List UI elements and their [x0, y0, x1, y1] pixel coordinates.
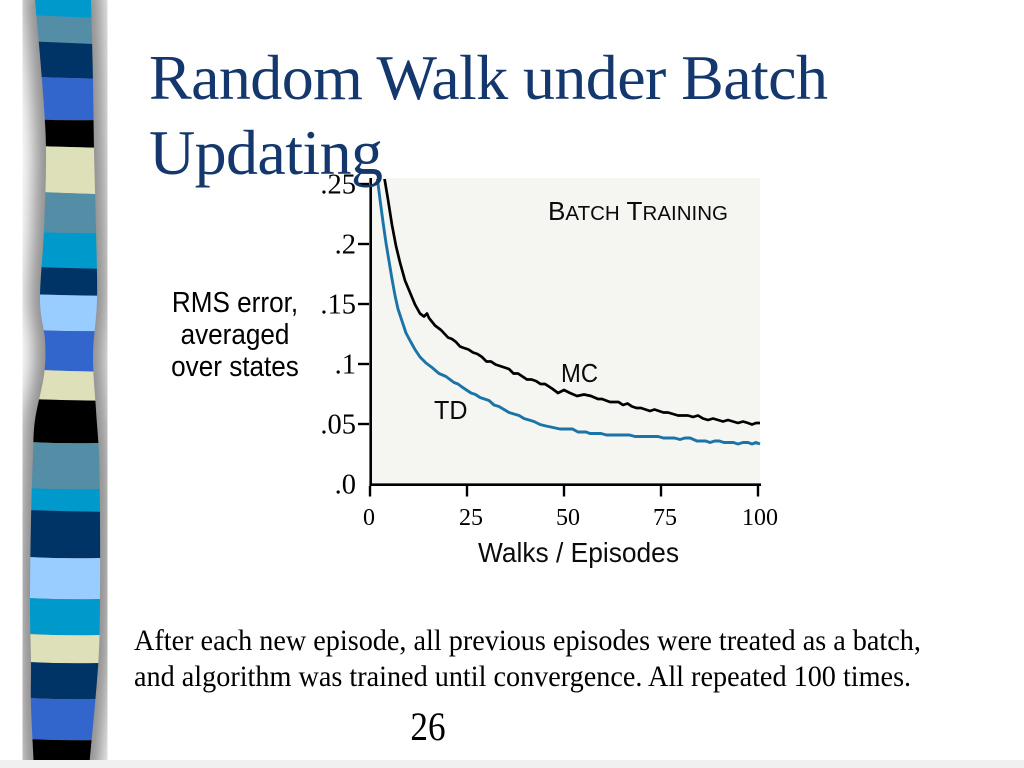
svg-text:MC: MC — [561, 358, 598, 388]
svg-text:BATCH TRAINING: BATCH TRAINING — [548, 198, 728, 226]
svg-text:25: 25 — [459, 505, 483, 531]
svg-text:TD: TD — [434, 395, 468, 425]
svg-text:0: 0 — [363, 505, 375, 531]
svg-text:Walks / Episodes: Walks / Episodes — [478, 537, 679, 568]
svg-text:.25: .25 — [320, 170, 356, 201]
svg-text:50: 50 — [556, 505, 580, 531]
svg-text:.15: .15 — [320, 290, 356, 321]
svg-text:.0: .0 — [335, 470, 356, 501]
svg-text:.2: .2 — [335, 230, 356, 261]
svg-text:.1: .1 — [335, 350, 356, 381]
svg-text:75: 75 — [653, 505, 677, 531]
svg-text:100: 100 — [742, 505, 778, 531]
svg-text:.05: .05 — [320, 410, 356, 441]
